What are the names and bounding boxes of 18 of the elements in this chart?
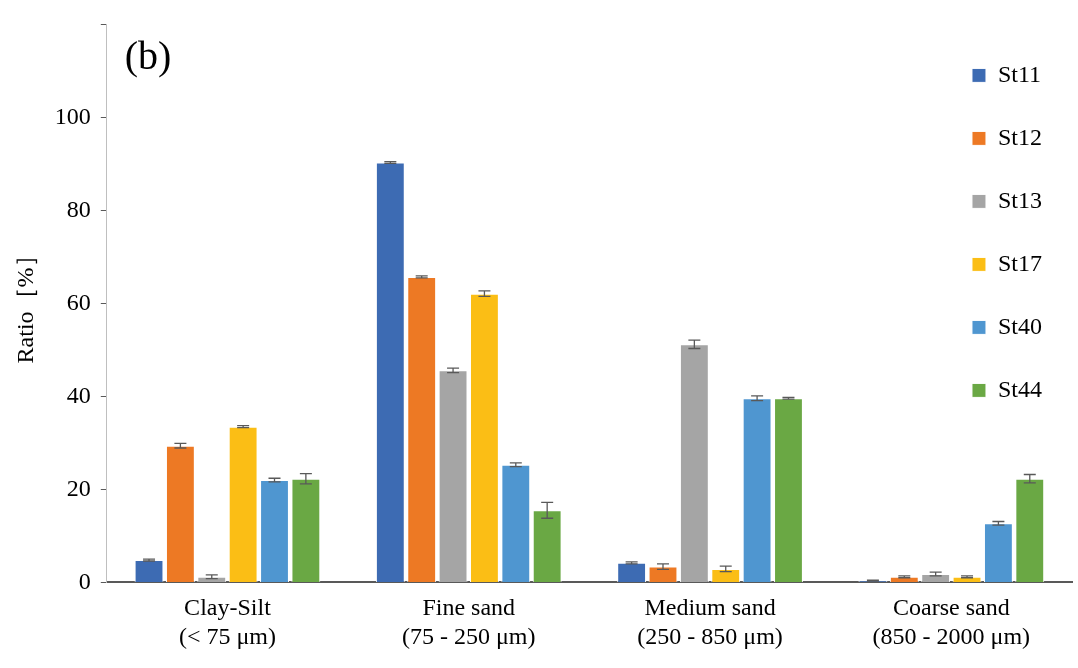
x-tick-label: Clay-Silt (< 75 μm) [178,594,276,649]
legend-label: St12 [997,123,1042,150]
legend-label: St11 [997,60,1042,87]
y-axis-title: Ratio［%］ [11,243,38,364]
x-tick-label: Medium sand (250 - 850 μm) [637,594,783,649]
y-tick-label: 60 [66,288,91,315]
y-tick-label: 0 [78,567,91,594]
y-tick-label: 20 [66,474,91,501]
annotation: (b) [124,32,172,78]
legend-label: St44 [997,375,1042,402]
x-tick-label: Coarse sand (850 - 2000 μm) [872,594,1031,649]
y-tick-label: 40 [66,381,91,408]
x-tick-label: Fine sand (75 - 250 μm) [401,594,536,649]
legend-label: St13 [997,186,1042,213]
y-tick-label: 100 [54,102,91,129]
y-tick-label: 80 [66,195,91,222]
legend-label: St40 [997,312,1042,339]
legend-label: St17 [997,249,1042,276]
